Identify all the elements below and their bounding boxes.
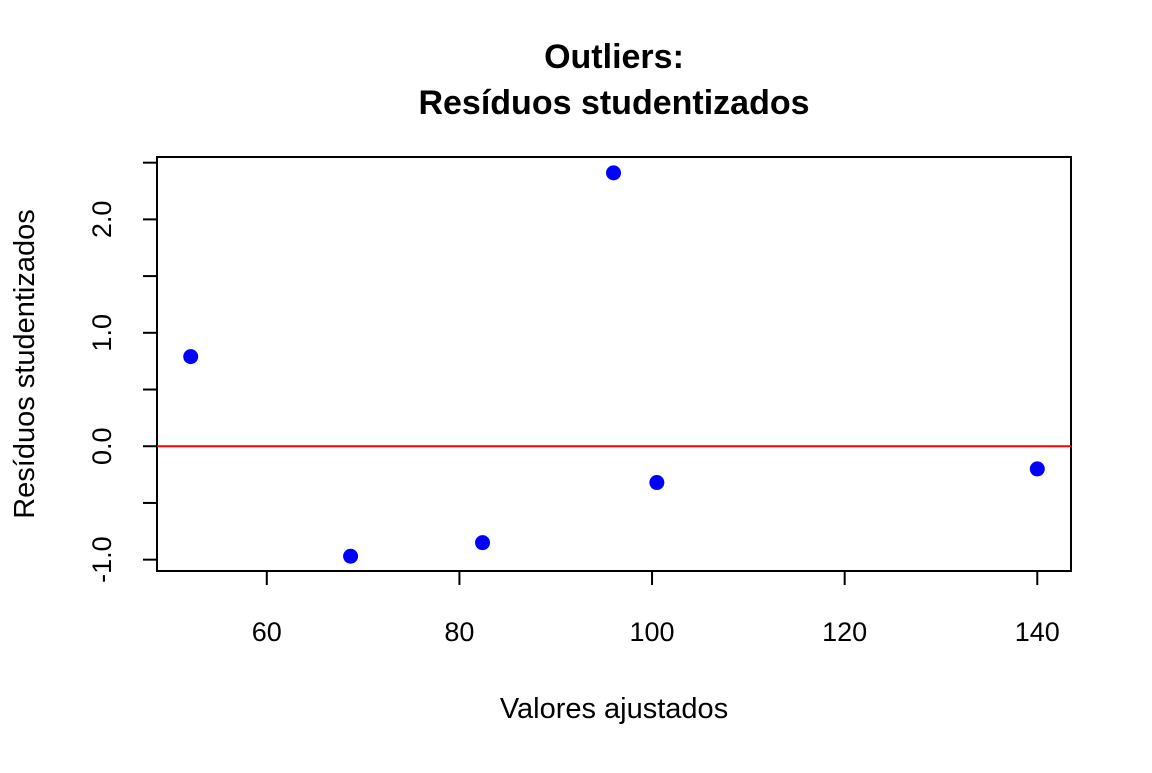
- x-tick-label: 60: [252, 617, 282, 647]
- point: [649, 475, 665, 491]
- x-axis-label: Valores ajustados: [500, 693, 728, 725]
- x-tick-label: 140: [1015, 617, 1060, 647]
- y-tick-label: 2.0: [87, 201, 117, 239]
- x-tick-label: 120: [822, 617, 867, 647]
- point: [606, 165, 622, 181]
- y-tick-label: -1.0: [87, 536, 117, 583]
- point: [1029, 461, 1045, 477]
- x-tick-label: 80: [444, 617, 474, 647]
- point: [343, 548, 359, 564]
- y-tick-label: 1.0: [87, 314, 117, 352]
- point: [183, 349, 199, 365]
- x-tick-label: 100: [630, 617, 675, 647]
- point: [475, 535, 491, 551]
- plot-box: [156, 156, 1072, 572]
- y-tick-label: 0.0: [87, 427, 117, 465]
- chart-title: Resíduos studentizados: [418, 84, 809, 122]
- chart-title: Outliers:: [544, 38, 684, 76]
- y-axis-label: Resíduos studentizados: [9, 209, 41, 519]
